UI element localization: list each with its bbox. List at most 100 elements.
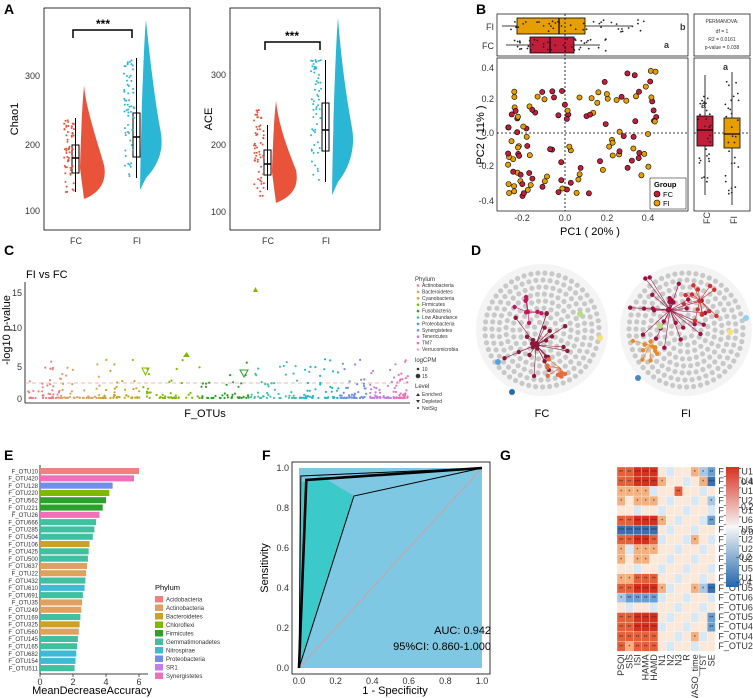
otu-point — [85, 396, 88, 400]
data-point — [132, 107, 135, 110]
fc-point — [539, 89, 546, 95]
data-point — [529, 49, 532, 52]
network-node — [558, 338, 564, 344]
network-node — [634, 319, 640, 325]
heatmap-sig: *** — [618, 528, 624, 534]
network-node — [688, 333, 695, 339]
otu-point — [264, 383, 267, 386]
data-point — [253, 144, 255, 147]
otu-point — [51, 389, 54, 392]
network-edge — [685, 294, 701, 301]
rf-otu-label: F_OTU154 — [8, 659, 38, 665]
heatmap-cell — [682, 631, 691, 642]
pcoa-ytick: 0.2 — [481, 94, 494, 104]
otu-point — [200, 385, 203, 388]
data-point — [312, 100, 315, 103]
otu-point — [171, 396, 174, 400]
fi-point — [527, 182, 534, 188]
data-point — [66, 138, 69, 141]
otu-point — [127, 395, 130, 398]
data-point — [259, 141, 262, 144]
heatmap-cell — [690, 476, 700, 487]
otu-point — [376, 396, 379, 400]
data-point — [732, 95, 735, 98]
otu-point — [198, 396, 201, 400]
network-node — [531, 342, 536, 348]
network-node — [503, 325, 509, 331]
heatmap-cell — [690, 544, 700, 555]
fi-point — [609, 139, 616, 146]
heatmap-row-label: F_OTU610 — [718, 593, 753, 603]
heatmap-col-label: TST — [698, 654, 708, 672]
network-node — [550, 285, 556, 291]
data-point — [562, 44, 565, 47]
heatmap-col-label: HAMA — [641, 654, 651, 680]
network-node — [554, 327, 560, 333]
data-point — [708, 160, 711, 163]
network-node — [557, 288, 563, 294]
network-edge — [669, 309, 704, 325]
otu-point — [353, 396, 357, 399]
otu-point — [393, 386, 396, 390]
network-node — [535, 309, 540, 314]
heatmap-cell — [690, 573, 700, 584]
heatmap-cell — [657, 612, 667, 623]
roc-ytick: 0.6 — [276, 543, 289, 553]
rf-legend-swatch — [155, 672, 163, 679]
heatmap-cell — [690, 505, 700, 516]
network-node — [555, 295, 561, 301]
network-node — [496, 327, 502, 333]
heatmap-cell — [674, 534, 683, 545]
data-point — [703, 101, 706, 104]
network-node — [686, 270, 692, 276]
panel-f-label: F — [262, 447, 271, 463]
network-node — [698, 343, 704, 349]
pc1-strip-dots — [510, 19, 645, 52]
heatmap-cell — [707, 573, 716, 584]
data-point — [314, 164, 317, 167]
data-point — [253, 159, 256, 162]
network-node — [679, 270, 685, 276]
network-node — [718, 282, 724, 288]
data-point — [256, 187, 259, 190]
data-point — [574, 38, 576, 40]
data-point — [70, 127, 73, 129]
otu-point — [364, 387, 367, 390]
network-edge — [669, 308, 687, 311]
otu-point — [44, 366, 47, 369]
network-node — [643, 276, 648, 281]
network-node — [590, 352, 596, 358]
otu-point — [373, 386, 376, 389]
data-point — [125, 109, 128, 112]
network-edge — [649, 277, 671, 311]
data-point — [735, 81, 737, 84]
data-point — [257, 178, 260, 181]
otu-point — [308, 370, 311, 373]
network-node — [558, 317, 565, 323]
data-point — [261, 194, 264, 197]
data-point — [642, 20, 645, 23]
network-node — [567, 285, 573, 292]
network-node — [693, 369, 699, 375]
network-node — [659, 275, 665, 282]
otu-point — [343, 368, 346, 371]
network-node — [513, 284, 519, 290]
data-point — [621, 30, 624, 33]
network-node — [675, 324, 682, 330]
otu-point — [347, 394, 351, 397]
heatmap-cell — [698, 563, 708, 574]
rf-legend-title: Phylum — [155, 583, 180, 592]
network-node — [589, 328, 595, 334]
network-node — [510, 295, 516, 301]
data-point — [132, 116, 135, 119]
data-point — [698, 162, 701, 164]
panel-f: F AUC: 0.942 95%CI: 0.860-1.000 0.0 0.2 0.… — [259, 447, 491, 697]
fi-point — [511, 88, 518, 95]
data-point — [256, 111, 259, 114]
heatmap-cell — [666, 466, 675, 477]
rf-xtick: 2 — [70, 677, 75, 687]
data-point — [262, 154, 265, 157]
network-node — [647, 275, 652, 280]
network-node — [554, 279, 560, 285]
network-node — [535, 370, 541, 376]
